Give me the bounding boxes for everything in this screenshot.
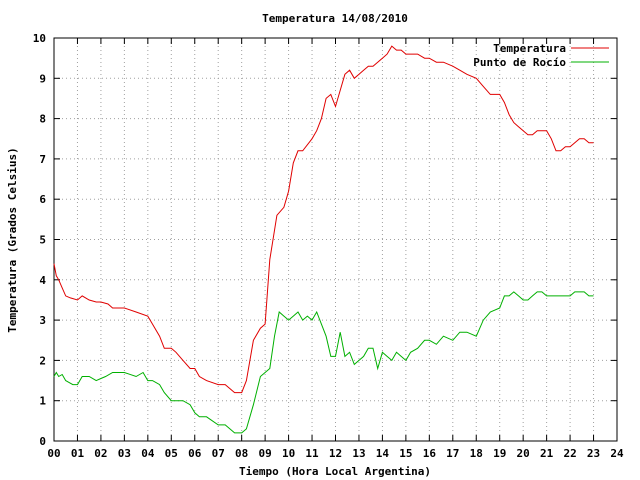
- x-tick-label: 05: [165, 447, 178, 460]
- y-tick-label: 4: [39, 274, 46, 287]
- x-tick-label: 06: [188, 447, 202, 460]
- x-tick-label: 07: [212, 447, 225, 460]
- y-tick-label: 5: [39, 234, 46, 247]
- y-tick-label: 10: [33, 32, 46, 45]
- y-tick-label: 6: [39, 193, 46, 206]
- x-tick-label: 17: [446, 447, 459, 460]
- x-axis-label: Tiempo (Hora Local Argentina): [239, 465, 431, 478]
- x-tick-label: 08: [235, 447, 248, 460]
- x-tick-label: 11: [305, 447, 319, 460]
- x-tick-label: 19: [493, 447, 506, 460]
- x-tick-labels: 00 01 02 03 04 05 06 07 08 09 10 11 12 13 14 15 16 17 18 19…: [47, 447, 624, 460]
- x-tick-label: 09: [259, 447, 272, 460]
- x-tick-label: 23: [587, 447, 600, 460]
- y-tick-label: 8: [39, 113, 46, 126]
- legend-label: Temperatura: [493, 42, 566, 55]
- chart-title: Temperatura 14/08/2010: [262, 12, 408, 25]
- x-tick-label: 04: [141, 447, 155, 460]
- y-tick-label: 0: [39, 435, 46, 448]
- series-line-punto-de-roc-o: [53, 291, 594, 434]
- y-tick-labels: 0 1 2 3 4 5 6 7 8 9 10: [33, 32, 47, 448]
- y-tick-label: 7: [39, 153, 46, 166]
- grid: [54, 38, 617, 441]
- x-tick-label: 13: [352, 447, 365, 460]
- x-tick-label: 12: [329, 447, 342, 460]
- x-tick-label: 22: [563, 447, 576, 460]
- series-line-temperatura: [53, 45, 594, 394]
- y-tick-label: 1: [39, 395, 46, 408]
- x-tick-label: 20: [517, 447, 530, 460]
- y-axis-label: Temperatura (Grados Celsius): [6, 147, 19, 332]
- y-tick-label: 9: [39, 72, 46, 85]
- y-tick-label: 3: [39, 314, 46, 327]
- x-tick-label: 15: [399, 447, 412, 460]
- x-tick-label: 10: [282, 447, 295, 460]
- x-tick-label: 01: [71, 447, 85, 460]
- series-lines: [53, 45, 594, 434]
- x-tick-label: 00: [47, 447, 60, 460]
- x-tick-label: 02: [94, 447, 107, 460]
- y-tick-label: 2: [39, 354, 46, 367]
- x-tick-label: 24: [610, 447, 624, 460]
- x-tick-label: 16: [423, 447, 437, 460]
- x-tick-label: 14: [376, 447, 390, 460]
- x-tick-label: 18: [470, 447, 483, 460]
- legend-label: Punto de Rocío: [473, 56, 566, 69]
- x-tick-label: 21: [540, 447, 554, 460]
- x-tick-label: 03: [118, 447, 131, 460]
